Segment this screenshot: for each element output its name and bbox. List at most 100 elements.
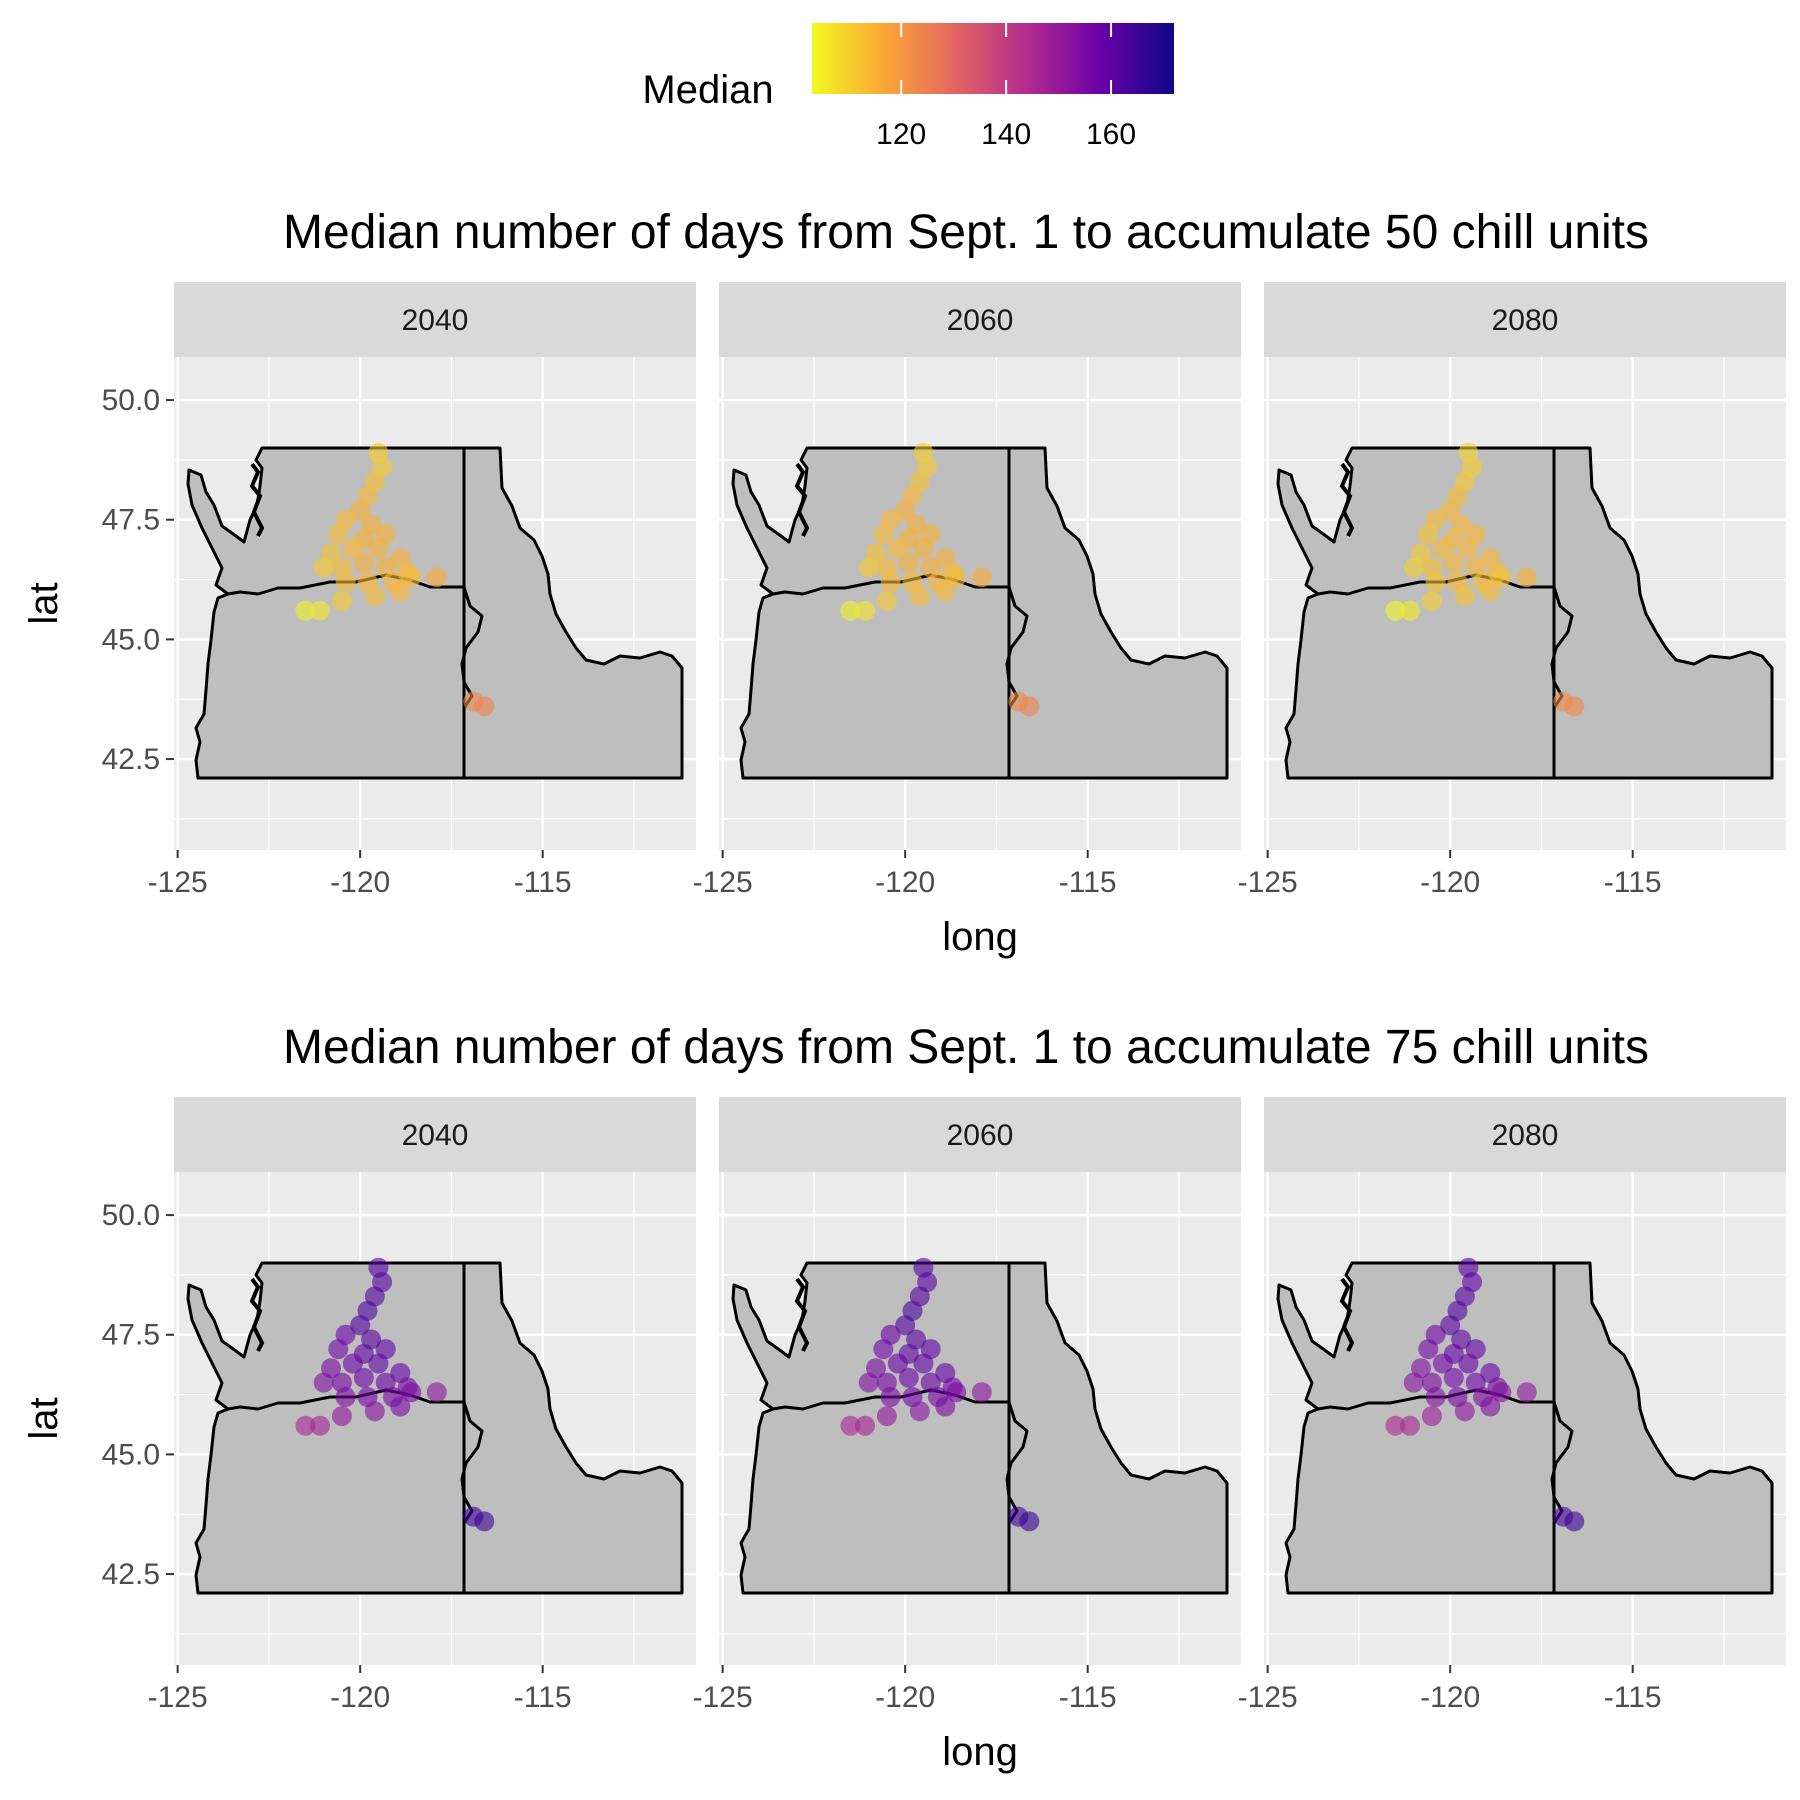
site-point <box>895 1315 916 1336</box>
site-point <box>328 524 349 545</box>
site-point <box>913 538 934 559</box>
x-tick-label: -125 <box>148 866 208 899</box>
site-point <box>364 1401 385 1422</box>
color-legend: Median 120 140 160 <box>642 23 1174 151</box>
site-point <box>335 572 356 592</box>
site-point <box>328 1339 349 1360</box>
site-point <box>858 1372 879 1393</box>
facet-strip-label: 2040 <box>402 304 469 337</box>
y-tick-label: 47.5 <box>102 1319 160 1352</box>
site-point <box>331 1406 352 1427</box>
legend-ticks: 120 140 160 <box>876 23 1136 151</box>
legend-tick-label: 140 <box>981 118 1031 151</box>
site-point <box>1385 600 1406 621</box>
site-point <box>855 1415 875 1436</box>
site-point <box>1019 696 1040 717</box>
site-point <box>1432 538 1453 559</box>
legend-colorbar <box>812 23 1174 94</box>
y-axis-label: lat <box>22 582 66 624</box>
site-point <box>335 1387 356 1407</box>
x-tick-label: -125 <box>1238 1681 1298 1714</box>
x-axis-label: long <box>942 1730 1018 1774</box>
facet-row: Median number of days from Sept. 1 to ac… <box>22 206 1786 959</box>
x-tick-label: -120 <box>875 1681 935 1714</box>
facet-strip <box>719 282 1241 357</box>
site-point <box>313 1372 334 1393</box>
site-point <box>1480 1396 1501 1417</box>
site-point <box>1400 600 1420 621</box>
site-point <box>1418 524 1439 545</box>
facet-strip-label: 2060 <box>947 304 1014 337</box>
site-point <box>1454 586 1475 607</box>
site-points <box>1385 442 1585 717</box>
site-point <box>1418 1339 1439 1360</box>
facet-panel: 2080 -125 -120 -115 <box>1238 282 1786 899</box>
site-point <box>1454 1401 1475 1422</box>
y-tick-label: 45.0 <box>102 623 160 656</box>
site-point <box>390 581 411 602</box>
site-point <box>1421 1406 1442 1427</box>
site-point <box>368 538 389 559</box>
site-points <box>840 1257 1040 1532</box>
x-tick-label: -115 <box>1059 866 1117 899</box>
site-point <box>876 1406 897 1427</box>
site-point <box>873 524 894 545</box>
y-tick-label: 45.0 <box>102 1438 160 1471</box>
site-point <box>1432 1353 1453 1374</box>
site-point <box>426 567 447 588</box>
site-point <box>390 1396 411 1417</box>
site-point <box>474 1511 495 1532</box>
site-point <box>1516 567 1537 588</box>
legend-tick-label: 160 <box>1086 118 1136 151</box>
site-point <box>310 600 330 621</box>
site-point <box>880 572 901 592</box>
y-tick-label: 42.5 <box>102 743 160 776</box>
row-title: Median number of days from Sept. 1 to ac… <box>283 206 1649 259</box>
site-point <box>1440 1315 1461 1336</box>
facet-panel: 2040 -125 -120 -115 <box>148 282 696 899</box>
site-point <box>840 600 861 621</box>
facet-panel: 2080 -125 -120 -115 <box>1238 1097 1786 1714</box>
site-point <box>368 1353 389 1374</box>
x-tick-label: -120 <box>1420 866 1480 899</box>
site-point <box>1564 1511 1585 1532</box>
site-point <box>946 567 967 588</box>
row-title: Median number of days from Sept. 1 to ac… <box>283 1021 1649 1074</box>
site-points <box>1385 1257 1585 1532</box>
site-point <box>840 1415 861 1436</box>
site-point <box>474 696 495 717</box>
site-point <box>909 586 930 607</box>
site-point <box>971 1382 992 1403</box>
site-point <box>1385 1415 1406 1436</box>
facet-strip <box>174 1097 696 1172</box>
x-tick-label: -115 <box>1604 1681 1662 1714</box>
site-point <box>1458 538 1479 559</box>
x-tick-label: -120 <box>875 866 935 899</box>
facet-strip <box>1264 1097 1786 1172</box>
facet-panel: 2060 -125 -120 -115 <box>693 282 1241 899</box>
legend-tick-label: 120 <box>876 118 926 151</box>
x-axis-label: long <box>942 915 1018 959</box>
site-point <box>873 1339 894 1360</box>
site-point <box>887 538 908 559</box>
site-point <box>295 1415 316 1436</box>
facet-strip <box>1264 282 1786 357</box>
site-point <box>1421 591 1442 612</box>
site-point <box>946 1382 967 1403</box>
site-point <box>898 1367 919 1388</box>
site-point <box>1403 557 1424 578</box>
site-point <box>313 557 334 578</box>
facet-strip-label: 2060 <box>947 1119 1014 1152</box>
site-point <box>350 500 371 521</box>
site-point <box>426 1382 447 1403</box>
site-point <box>858 557 879 578</box>
x-tick-label: -115 <box>514 866 572 899</box>
site-point <box>935 1396 956 1417</box>
facet-strip <box>719 1097 1241 1172</box>
site-point <box>1019 1511 1040 1532</box>
site-point <box>1443 1367 1464 1388</box>
site-points <box>295 442 495 717</box>
site-point <box>909 1401 930 1422</box>
site-point <box>310 1415 330 1436</box>
y-tick-label: 42.5 <box>102 1558 160 1591</box>
